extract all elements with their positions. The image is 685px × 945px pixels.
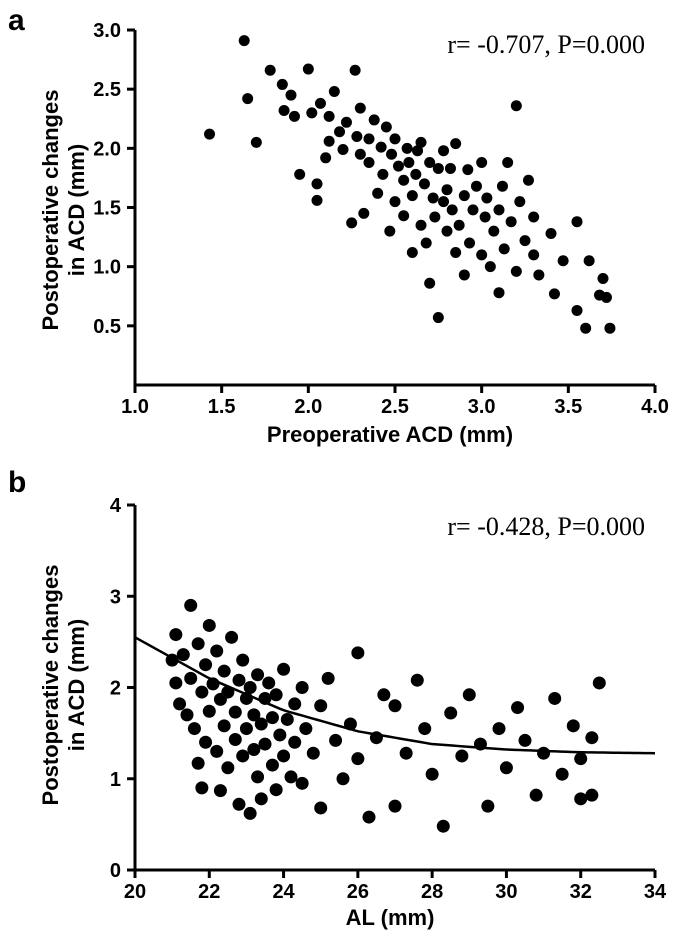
svg-text:3.0: 3.0 [468, 396, 496, 418]
svg-text:1: 1 [110, 769, 121, 791]
panel-a-stat: r= -0.707, P=0.000 [447, 30, 645, 60]
svg-text:4: 4 [110, 495, 122, 517]
panel-a: 1.01.52.02.53.03.54.00.51.01.52.02.53.0 … [0, 0, 685, 460]
svg-text:2.0: 2.0 [294, 396, 322, 418]
panel-a-svg: 1.0 1.5 2.0 2.5 3.0 3.5 4.0 0.5 1.0 1.5 2.0 2.5 3.0 [0, 0, 685, 460]
figure: a 1.01.52.02.53.03.54.00.51.01.52.02.53.… [0, 0, 685, 945]
panel-b-stat: r= -0.428, P=0.000 [447, 512, 645, 542]
svg-text:2.5: 2.5 [381, 396, 409, 418]
svg-text:0.5: 0.5 [93, 316, 121, 338]
panel-b-xlabel: AL (mm) [160, 905, 620, 931]
svg-text:32: 32 [570, 881, 592, 903]
svg-text:1.5: 1.5 [93, 198, 121, 220]
panel-a-ylabel: Postoperative changes in ACD (mm) [38, 30, 90, 390]
svg-text:4.0: 4.0 [641, 396, 669, 418]
svg-text:30: 30 [495, 881, 517, 903]
svg-text:34: 34 [644, 881, 667, 903]
svg-text:28: 28 [421, 881, 443, 903]
svg-text:2: 2 [110, 678, 121, 700]
svg-text:20: 20 [124, 881, 146, 903]
svg-text:2.0: 2.0 [93, 138, 121, 160]
svg-text:1.0: 1.0 [121, 396, 149, 418]
svg-text:22: 22 [198, 881, 220, 903]
svg-text:2.5: 2.5 [93, 79, 121, 101]
svg-text:1.0: 1.0 [93, 257, 121, 279]
svg-text:0: 0 [110, 860, 121, 882]
panel-b-ylabel: Postoperative changes in ACD (mm) [38, 505, 90, 865]
svg-text:26: 26 [347, 881, 369, 903]
panel-a-xlabel: Preoperative ACD (mm) [160, 422, 620, 448]
svg-text:3.5: 3.5 [554, 396, 582, 418]
svg-text:24: 24 [272, 881, 295, 903]
svg-text:1.5: 1.5 [208, 396, 236, 418]
svg-text:3.0: 3.0 [93, 20, 121, 42]
panel-b: 202224262830323401234 Postoperative chan… [0, 460, 685, 945]
svg-text:3: 3 [110, 586, 121, 608]
